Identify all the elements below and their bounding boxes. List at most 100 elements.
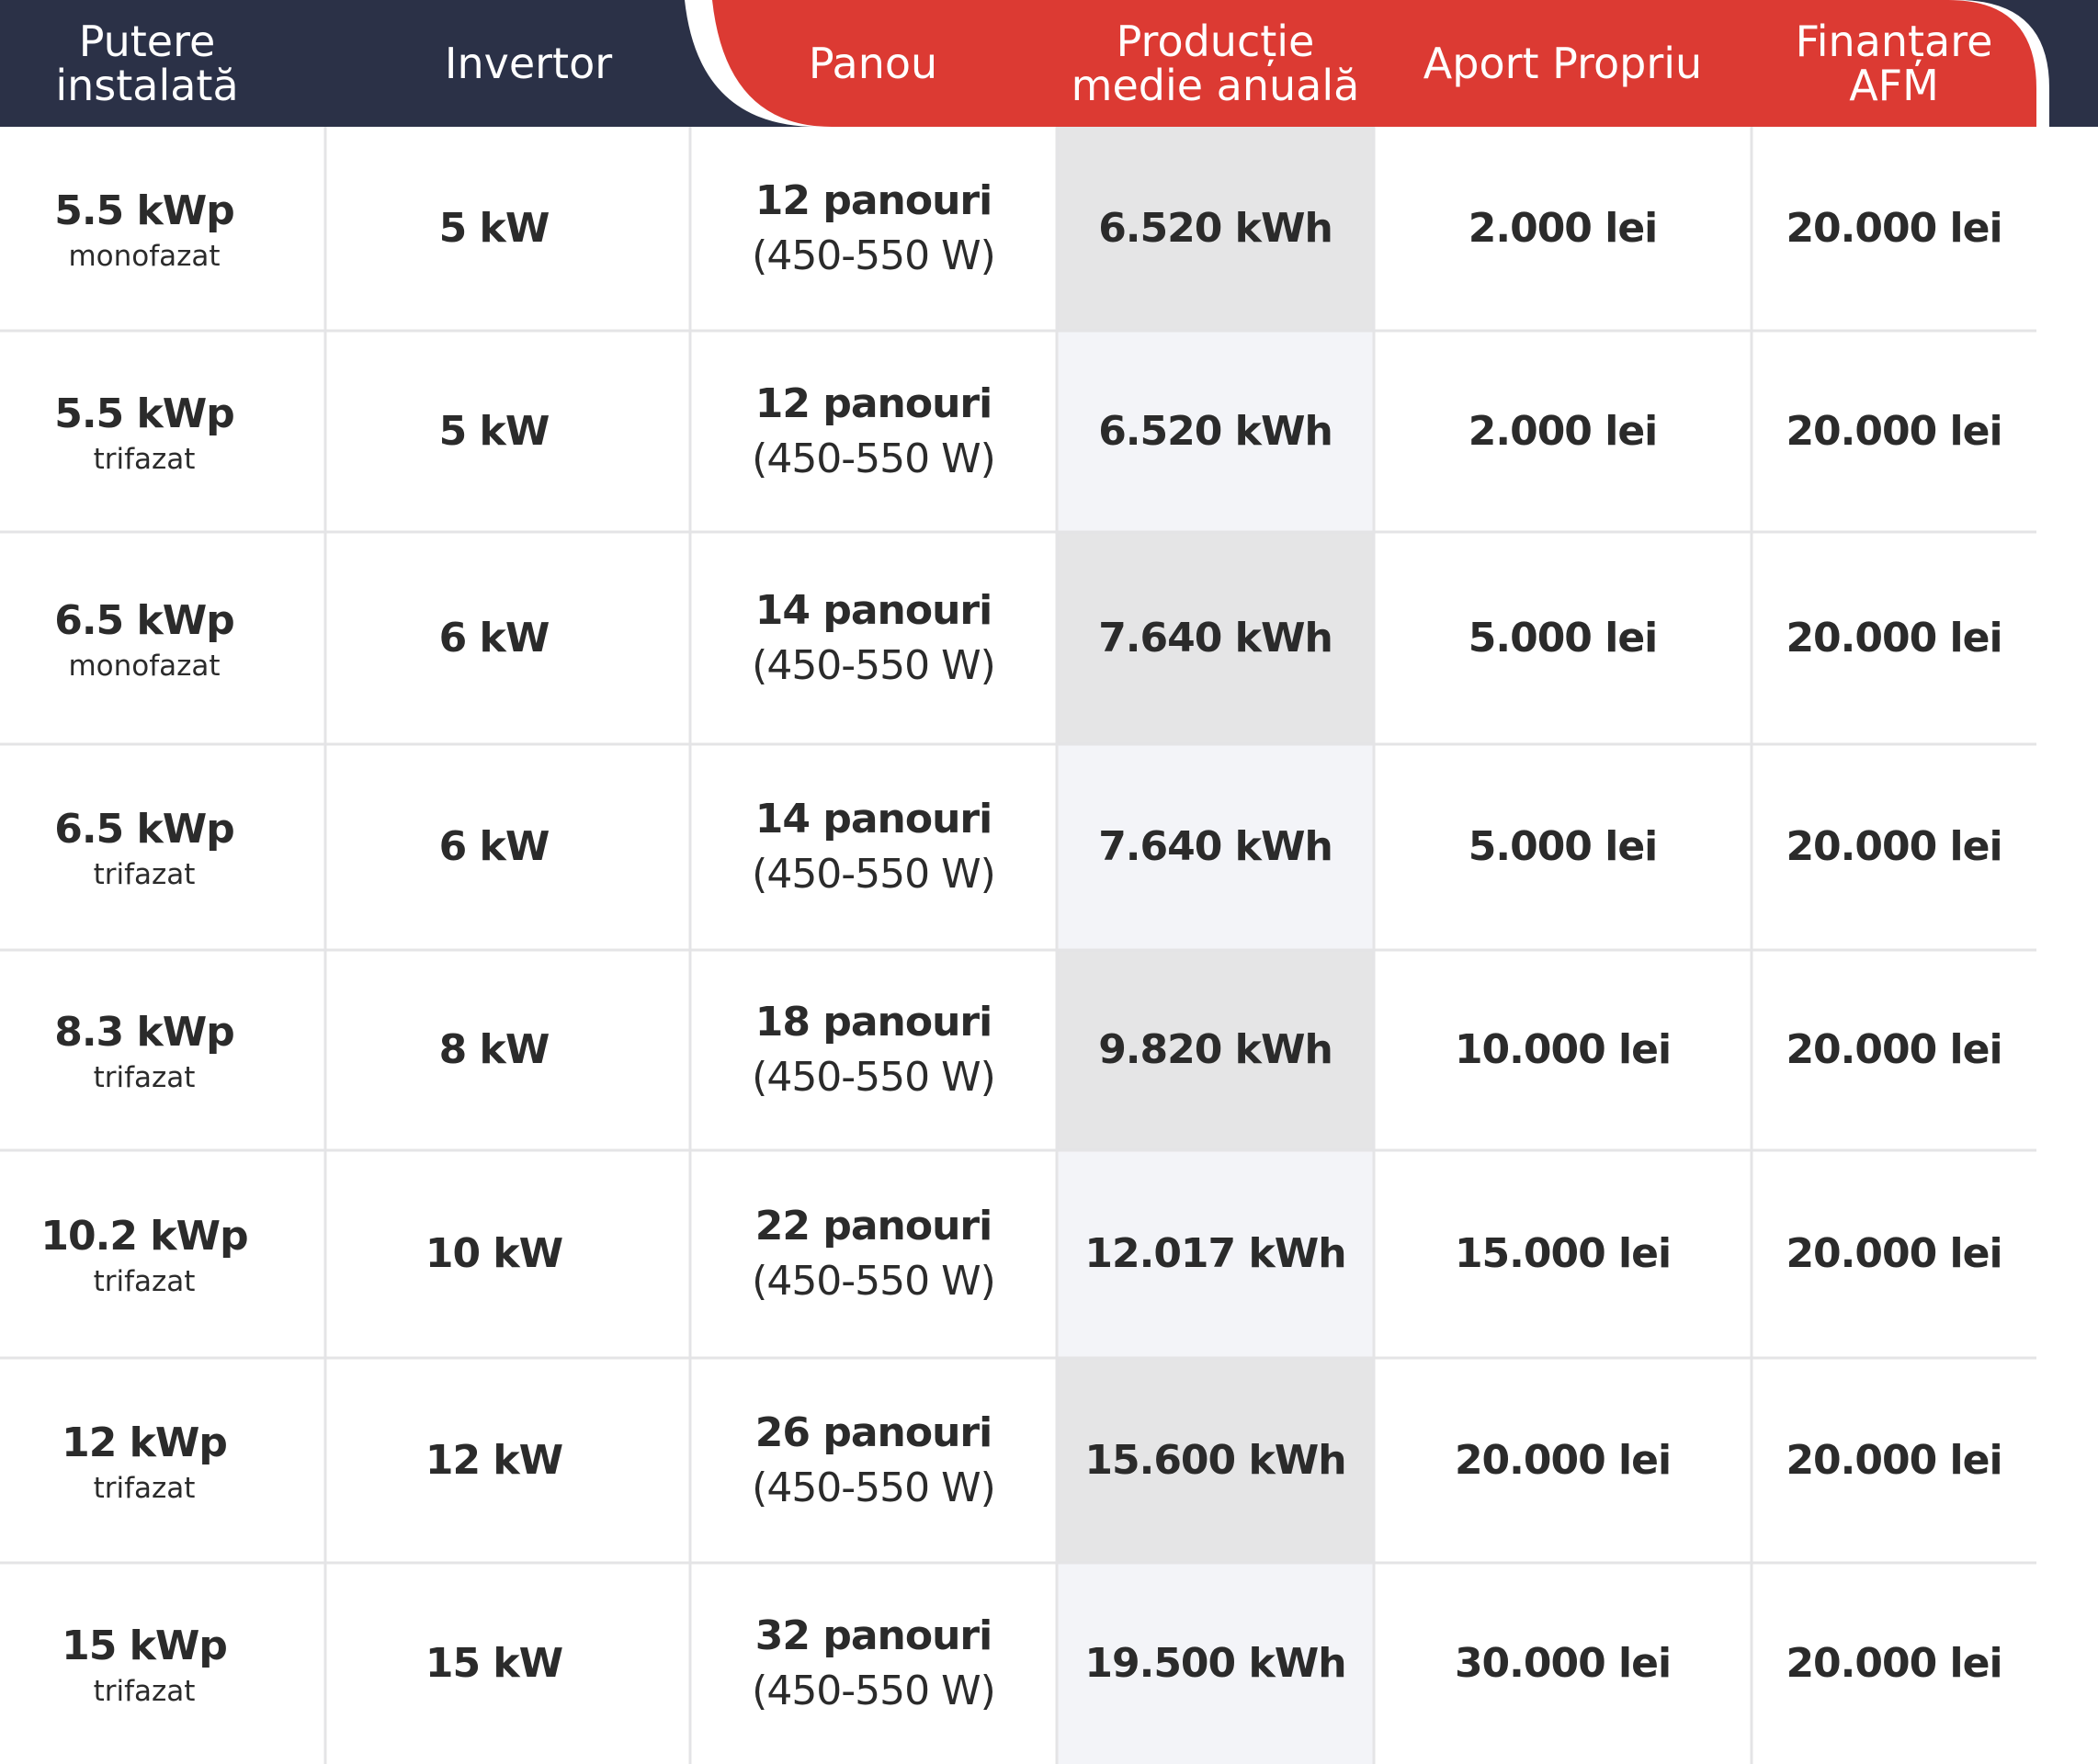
inverter: 10 kW — [425, 1230, 563, 1277]
phase: trifazat — [93, 1061, 196, 1094]
phase: trifazat — [93, 1265, 196, 1298]
aport: 2.000 lei — [1468, 205, 1658, 252]
panels: 14 panouri — [754, 796, 992, 842]
financing-cell: 20.000 lei — [1752, 532, 2036, 744]
panel-cell: 14 panouri (450-550 W) — [690, 744, 1057, 950]
wattage: (450-550 W) — [752, 435, 996, 482]
wattage: (450-550 W) — [752, 1258, 996, 1305]
inverter-cell: 10 kW — [325, 1150, 663, 1358]
aport: 5.000 lei — [1468, 614, 1658, 662]
header-text: instalată — [55, 61, 239, 110]
production: 7.640 kWh — [1098, 614, 1333, 662]
panels: 14 panouri — [754, 586, 992, 634]
panel-cell: 14 panouri (450-550 W) — [690, 532, 1057, 744]
wattage: (450-550 W) — [752, 1464, 996, 1511]
power-cell: 5.5 kWp monofazat — [0, 127, 289, 331]
power: 6.5 kWp — [54, 596, 235, 644]
header-text: Finanțare — [1795, 17, 1993, 66]
power: 10.2 kWp — [40, 1213, 248, 1260]
inverter: 6 kW — [438, 614, 550, 662]
aport-cell: 2.000 lei — [1374, 331, 1752, 532]
panels: 22 panouri — [754, 1203, 992, 1250]
production-shade — [1057, 744, 1374, 950]
production-shade — [1057, 1150, 1374, 1358]
aport-cell: 5.000 lei — [1374, 532, 1752, 744]
wattage: (450-550 W) — [752, 851, 996, 898]
panel-cell: 18 panouri (450-550 W) — [690, 950, 1057, 1150]
power: 5.5 kWp — [54, 390, 235, 437]
panels: 32 panouri — [754, 1611, 992, 1659]
financing: 20.000 lei — [1786, 1026, 2002, 1073]
production-cell: 7.640 kWh — [1057, 744, 1374, 950]
power-cell: 8.3 kWp trifazat — [0, 950, 289, 1150]
aport-cell: 10.000 lei — [1374, 950, 1752, 1150]
inverter: 15 kW — [425, 1639, 563, 1687]
financing-cell: 20.000 lei — [1752, 331, 2036, 532]
production: 9.820 kWh — [1098, 1026, 1333, 1073]
header-cell: Panou — [735, 0, 1011, 127]
power-cell: 15 kWp trifazat — [0, 1563, 289, 1764]
panels: 12 panouri — [754, 379, 992, 427]
aport: 2.000 lei — [1468, 407, 1658, 455]
wattage: (450-550 W) — [752, 232, 996, 279]
production-shade — [1057, 127, 1374, 331]
panels: 26 panouri — [754, 1408, 992, 1456]
production: 15.600 kWh — [1084, 1436, 1346, 1484]
power: 12 kWp — [62, 1419, 228, 1466]
inverter-cell: 6 kW — [325, 744, 663, 950]
wattage: (450-550 W) — [752, 1667, 996, 1714]
panel-cell: 22 panouri (450-550 W) — [690, 1150, 1057, 1358]
production-cell: 12.017 kWh — [1057, 1150, 1374, 1358]
power-cell: 6.5 kWp trifazat — [0, 744, 289, 950]
production: 12.017 kWh — [1084, 1230, 1346, 1277]
panels: 18 panouri — [754, 999, 992, 1046]
header-cell: Finanțare AFM — [1752, 0, 2036, 127]
aport-cell: 15.000 lei — [1374, 1150, 1752, 1358]
power: 15 kWp — [62, 1622, 228, 1669]
header-tab — [712, 0, 2036, 127]
power-cell: 10.2 kWp trifazat — [0, 1150, 289, 1358]
panel-cell: 32 panouri (450-550 W) — [690, 1563, 1057, 1764]
production-cell: 7.640 kWh — [1057, 532, 1374, 744]
header-cell: Aport Propriu — [1374, 0, 1752, 127]
inverter-cell: 15 kW — [325, 1563, 663, 1764]
production-cell: 19.500 kWh — [1057, 1563, 1374, 1764]
inverter: 6 kW — [438, 823, 550, 870]
production-shade — [1057, 532, 1374, 744]
power-cell: 5.5 kWp trifazat — [0, 331, 289, 532]
production: 7.640 kWh — [1098, 823, 1333, 870]
financing: 20.000 lei — [1786, 1230, 2002, 1277]
financing: 20.000 lei — [1786, 1436, 2002, 1484]
phase: trifazat — [93, 442, 196, 476]
production-cell: 15.600 kWh — [1057, 1358, 1374, 1563]
inverter-cell: 12 kW — [325, 1358, 663, 1563]
production-cell: 6.520 kWh — [1057, 331, 1374, 532]
inverter-cell: 5 kW — [325, 331, 663, 532]
phase: trifazat — [93, 858, 196, 891]
aport-cell: 30.000 lei — [1374, 1563, 1752, 1764]
financing: 20.000 lei — [1786, 205, 2002, 252]
power-cell: 12 kWp trifazat — [0, 1358, 289, 1563]
wattage: (450-550 W) — [752, 641, 996, 689]
phase: monofazat — [68, 240, 221, 273]
phase: trifazat — [93, 1674, 196, 1708]
aport: 20.000 lei — [1454, 1436, 1672, 1484]
wattage: (450-550 W) — [752, 1054, 996, 1101]
header-cell: Putere instalată — [0, 0, 294, 127]
phase: monofazat — [68, 649, 221, 683]
aport-cell: 20.000 lei — [1374, 1358, 1752, 1563]
aport-cell: 2.000 lei — [1374, 127, 1752, 331]
financing-cell: 20.000 lei — [1752, 950, 2036, 1150]
aport: 5.000 lei — [1468, 823, 1658, 870]
financing-cell: 20.000 lei — [1752, 1358, 2036, 1563]
aport: 30.000 lei — [1454, 1639, 1672, 1687]
aport-cell: 5.000 lei — [1374, 744, 1752, 950]
production: 6.520 kWh — [1098, 205, 1333, 252]
inverter: 5 kW — [438, 205, 550, 252]
financing-cell: 20.000 lei — [1752, 1563, 2036, 1764]
inverter-cell: 5 kW — [325, 127, 663, 331]
power: 8.3 kWp — [54, 1009, 235, 1056]
financing-cell: 20.000 lei — [1752, 744, 2036, 950]
